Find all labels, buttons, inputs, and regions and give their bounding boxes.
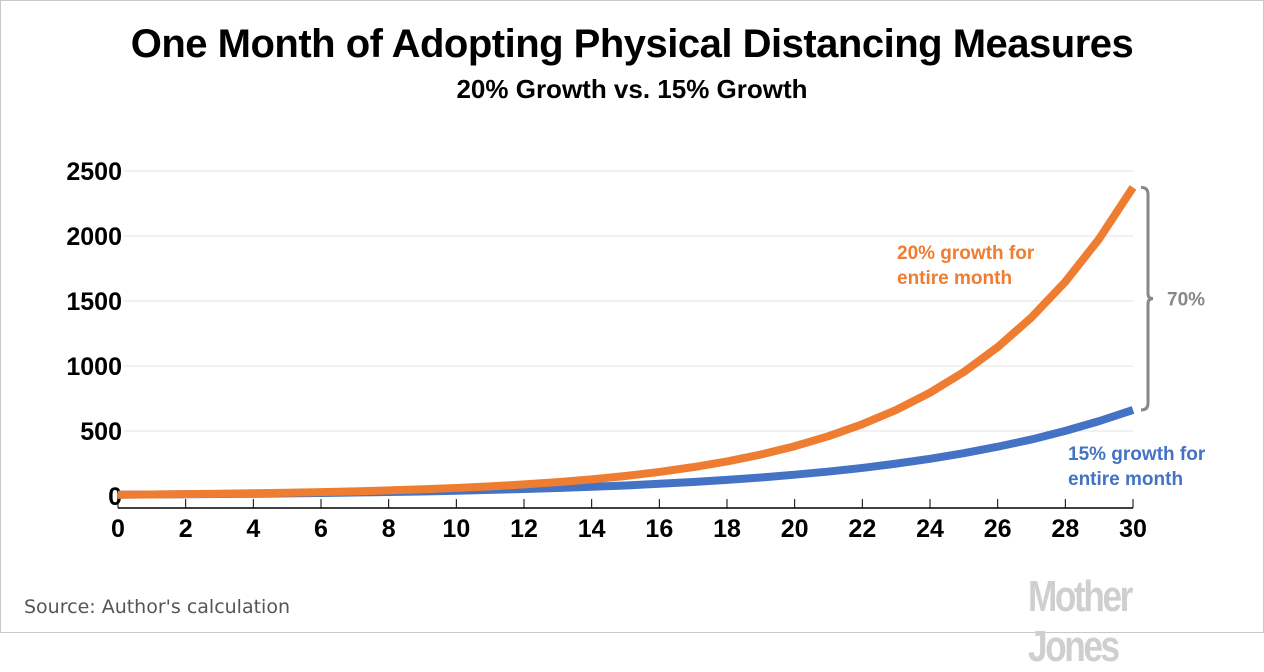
x-tick-label: 2 <box>179 515 193 543</box>
x-tick-label: 26 <box>984 515 1012 543</box>
x-tick-label: 14 <box>578 515 606 543</box>
y-tick-label: 2500 <box>66 158 122 186</box>
y-tick-label: 0 <box>108 483 122 511</box>
x-tick-label: 4 <box>246 515 260 543</box>
difference-bracket <box>1140 185 1154 412</box>
chart-subtitle: 20% Growth vs. 15% Growth <box>456 74 808 104</box>
x-tick-label: 24 <box>916 515 944 543</box>
x-tick-label: 8 <box>382 515 396 543</box>
x-tick-label: 10 <box>442 515 470 543</box>
mother-jones-logo: Mother Jones <box>1028 572 1133 671</box>
source-note: Source: Author's calculation <box>24 596 290 618</box>
y-tick-label: 1500 <box>66 288 122 316</box>
x-tick-label: 6 <box>314 515 328 543</box>
x-tick-label: 28 <box>1051 515 1079 543</box>
x-tick-label: 18 <box>713 515 741 543</box>
series-label-15pct: entire month <box>1068 469 1183 490</box>
series-label-15pct: 15% growth for <box>1068 444 1206 465</box>
x-tick-label: 22 <box>848 515 876 543</box>
x-tick-label: 20 <box>781 515 809 543</box>
x-tick-label: 16 <box>645 515 673 543</box>
x-tick-label: 30 <box>1119 515 1147 543</box>
x-tick-label: 12 <box>510 515 538 543</box>
series-label-20pct: entire month <box>897 268 1012 289</box>
y-tick-label: 500 <box>80 418 122 446</box>
difference-annotation: 70% <box>1167 290 1205 311</box>
y-tick-label: 1000 <box>66 353 122 381</box>
series-label-20pct: 20% growth for <box>897 243 1035 264</box>
series-line-20pct <box>117 185 1137 499</box>
chart-title: One Month of Adopting Physical Distancin… <box>130 22 1134 66</box>
x-tick-label: 0 <box>111 515 125 543</box>
series-line-15pct <box>117 406 1135 499</box>
y-tick-label: 2000 <box>66 223 122 251</box>
